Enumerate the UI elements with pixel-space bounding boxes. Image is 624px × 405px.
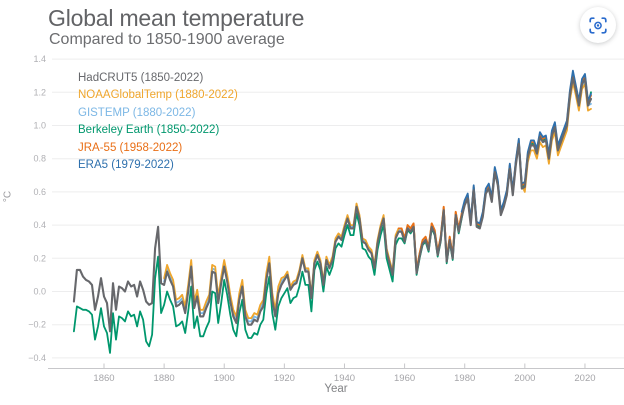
y-tick-label: 1.0	[33, 121, 46, 131]
x-tick-label: 2020	[574, 373, 595, 384]
y-tick-label: −0.4	[28, 353, 46, 363]
y-tick-label: 0.4	[33, 220, 46, 230]
legend-item-berkeley-earth: Berkeley Earth (1850-2022)	[78, 124, 220, 137]
x-tick-label: 1900	[214, 373, 235, 384]
y-tick-label: 0.8	[33, 154, 46, 164]
x-tick-label: 1880	[154, 373, 175, 384]
screen-capture-icon	[589, 16, 607, 34]
y-tick-label: 1.4	[33, 54, 46, 64]
x-tick-label: 1980	[454, 373, 475, 384]
chart-title: Global mean temperature	[48, 5, 305, 31]
screen-capture-button[interactable]	[580, 7, 616, 43]
x-tick-label: 2000	[514, 373, 535, 384]
chart-legend: HadCRUT5 (1850-2022) NOAAGlobalTemp (1880…	[78, 70, 238, 174]
legend-item-noaaglobaltemp: NOAAGlobalTemp (1880-2022)	[78, 89, 238, 102]
y-axis-title: °C	[2, 190, 14, 203]
y-tick-label: 0.0	[33, 287, 46, 297]
legend-item-hadcrut5: HadCRUT5 (1850-2022)	[78, 72, 204, 84]
x-tick-label: 1940	[334, 373, 355, 384]
y-tick-label: −0.2	[28, 320, 46, 330]
x-tick-label: 1860	[93, 373, 114, 384]
x-tick-label: 1920	[274, 373, 295, 384]
y-tick-label: 0.2	[33, 253, 46, 263]
series-line-hadcrut5	[72, 76, 593, 333]
y-tick-label: 1.2	[33, 87, 46, 97]
legend-item-jra-55: JRA-55 (1958-2022)	[78, 141, 183, 154]
y-tick-label: 0.6	[33, 187, 46, 197]
chart-subtitle: Compared to 1850-1900 average	[49, 31, 285, 48]
x-axis-title: Year	[324, 383, 348, 395]
legend-item-era5: ERA5 (1979-2022)	[78, 159, 174, 172]
x-tick-label: 1960	[394, 373, 415, 384]
legend-item-gistemp: GISTEMP (1880-2022)	[78, 106, 196, 119]
